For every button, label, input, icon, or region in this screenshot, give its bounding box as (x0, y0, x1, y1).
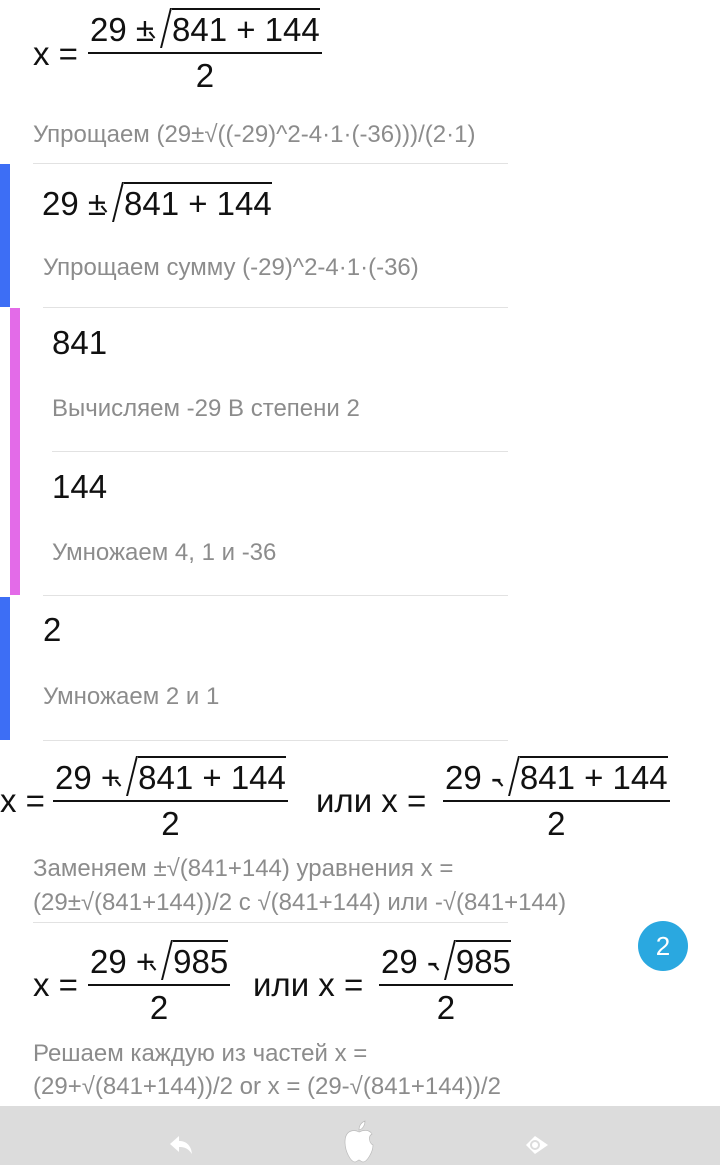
divider (52, 451, 508, 452)
sub1b-hint: Умножаем 4, 1 и -36 (52, 539, 277, 566)
sub1b-value: 144 (52, 468, 108, 505)
step3-fraction-minus: 29 - 985 2 (379, 940, 513, 1026)
sqrt-radicand: 841 + 144 (138, 756, 286, 796)
level-bar (0, 597, 10, 740)
divider (33, 163, 508, 164)
step3-fraction-plus: 29 + 985 2 (88, 940, 231, 1026)
sqrt-radicand: 985 (455, 940, 511, 980)
numerator-prefix: 29 + (55, 759, 121, 796)
step2-or: или x = (316, 782, 427, 819)
denominator: 2 (547, 805, 566, 842)
numerator-prefix: 29 + (90, 943, 156, 980)
step2-lhs: x = (0, 782, 45, 819)
divider (43, 307, 508, 308)
denominator: 2 (161, 805, 180, 842)
divider (33, 922, 508, 923)
sub2-hint: Умножаем 2 и 1 (43, 683, 220, 710)
sqrt-radicand: 841 + 144 (519, 756, 668, 796)
apple-icon[interactable] (342, 1120, 376, 1164)
divider (43, 595, 508, 596)
step3-hint-line1: Решаем каждую из частей x = (33, 1040, 368, 1067)
sqrt-radicand: 985 (173, 940, 229, 980)
denominator: 2 (436, 989, 456, 1026)
step3-hint-line2: (29+√(841+144))/2 or x = (29-√(841+144))… (33, 1073, 501, 1100)
numerator-prefix: 29 ± (90, 11, 154, 48)
step1-lhs: x = (33, 35, 78, 72)
expr-prefix: 29 ± (42, 185, 106, 222)
step2-hint-line1: Заменяем ±√(841+144) уравнения x = (33, 855, 454, 882)
sub1a-value: 841 (52, 324, 108, 361)
sub1-hint: Упрощаем сумму (-29)^2-4·1·(-36) (43, 254, 419, 281)
step-count-badge[interactable]: 2 (638, 921, 688, 971)
sub1-expr: 29 ± 841 + 144 (42, 182, 272, 222)
sub2-value: 2 (43, 611, 62, 648)
step3-lhs: x = (33, 966, 78, 1003)
sqrt-radicand: 841 + 144 (172, 8, 320, 48)
eye-icon[interactable] (524, 1134, 550, 1156)
level-bar (10, 308, 20, 595)
denominator: 2 (149, 989, 169, 1026)
step3-or: или x = (253, 966, 364, 1003)
level-bar (0, 164, 10, 307)
step2-hint-line2: (29±√(841+144))/2 с √(841+144) или -√(84… (33, 889, 567, 916)
divider (43, 740, 508, 741)
step2-fraction-plus: 29 + 841 + 144 2 (53, 756, 288, 842)
sqrt-radicand: 841 + 144 (124, 182, 272, 222)
step1-fraction: 29 ± 841 + 144 2 (88, 8, 322, 94)
sub1a-hint: Вычисляем -29 В степени 2 (52, 395, 360, 422)
bottom-nav-bar (0, 1106, 720, 1165)
numerator-prefix: 29 - (445, 759, 502, 796)
denominator: 2 (195, 57, 215, 94)
numerator-prefix: 29 - (381, 943, 438, 980)
back-arrow-icon[interactable] (168, 1134, 194, 1156)
step1-hint: Упрощаем (29±√((-29)^2-4·1·(-36)))/(2·1) (33, 121, 476, 148)
step2-fraction-minus: 29 - 841 + 144 2 (443, 756, 670, 842)
